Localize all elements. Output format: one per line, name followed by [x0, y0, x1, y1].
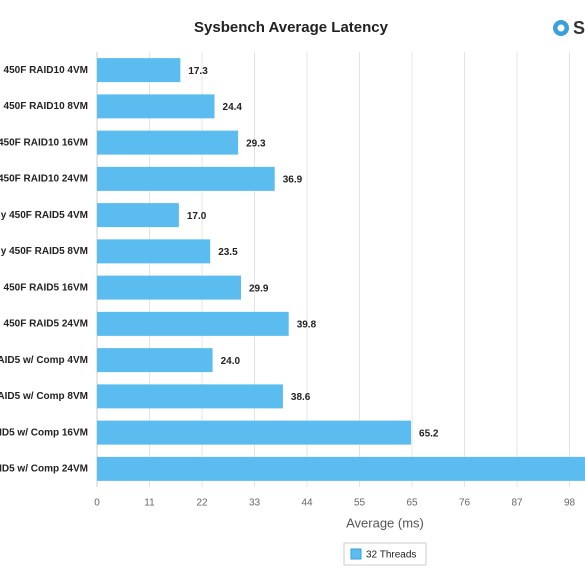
bar: [97, 456, 585, 481]
x-tick-label: 22: [196, 498, 208, 509]
category-label: F RAID5 w/ Comp 16VM: [0, 427, 88, 438]
chart-title: Sysbench Average Latency: [194, 19, 389, 36]
category-label: y 450F RAID5 4VM: [1, 210, 88, 221]
bar: [97, 384, 283, 409]
category-label: F RAID5 w/ Comp 8VM: [0, 391, 88, 402]
value-label: 29.9: [249, 283, 269, 294]
x-tick-label: 55: [354, 498, 366, 509]
logo-text: S: [573, 18, 585, 38]
x-tick-label: 33: [249, 498, 261, 509]
bar: [97, 239, 211, 264]
x-tick-label: 87: [511, 498, 523, 509]
value-label: 24.0: [221, 356, 241, 367]
x-tick-label: 65: [406, 498, 418, 509]
legend-swatch: [350, 548, 362, 560]
bar: [97, 311, 289, 336]
legend-box: [343, 542, 427, 566]
category-label: 450F RAID10 24VM: [0, 174, 88, 185]
bar: [97, 166, 275, 191]
category-label: 450F RAID10 4VM: [4, 65, 88, 76]
value-label: 65.2: [419, 428, 439, 439]
bar: [97, 203, 179, 228]
x-tick-label: 98: [564, 498, 576, 509]
bar: [97, 94, 215, 119]
bar: [97, 130, 239, 155]
value-label: 36.9: [283, 175, 303, 186]
category-label: 450F RAID10 8VM: [4, 101, 88, 112]
category-label: y 450F RAID5 8VM: [1, 246, 88, 257]
x-axis-title: Average (ms): [346, 515, 424, 530]
category-label: F RAID5 w/ Comp 4VM: [0, 355, 88, 366]
category-label: F RAID5 w/ Comp 24VM: [0, 464, 88, 475]
category-label: 450F RAID10 16VM: [0, 137, 88, 148]
category-label: 450F RAID5 16VM: [4, 282, 88, 293]
x-tick-label: 0: [94, 498, 100, 509]
logo-icon-inner: [557, 24, 565, 32]
value-label: 39.8: [297, 320, 317, 331]
value-label: 17.3: [188, 66, 208, 77]
value-label: 17.0: [187, 211, 207, 222]
value-label: 24.4: [223, 102, 243, 113]
x-tick-label: 11: [144, 498, 155, 509]
category-label: 450F RAID5 24VM: [4, 319, 88, 330]
bar: [97, 420, 412, 445]
bar: [97, 275, 242, 300]
x-tick-label: 44: [301, 498, 313, 509]
value-label: 38.6: [291, 392, 311, 403]
value-label: 29.3: [246, 138, 266, 149]
bar: [97, 348, 213, 373]
x-tick-label: 76: [459, 498, 471, 509]
legend-label: 32 Threads: [366, 550, 416, 561]
bar: [97, 58, 181, 83]
value-label: 23.5: [218, 247, 238, 258]
